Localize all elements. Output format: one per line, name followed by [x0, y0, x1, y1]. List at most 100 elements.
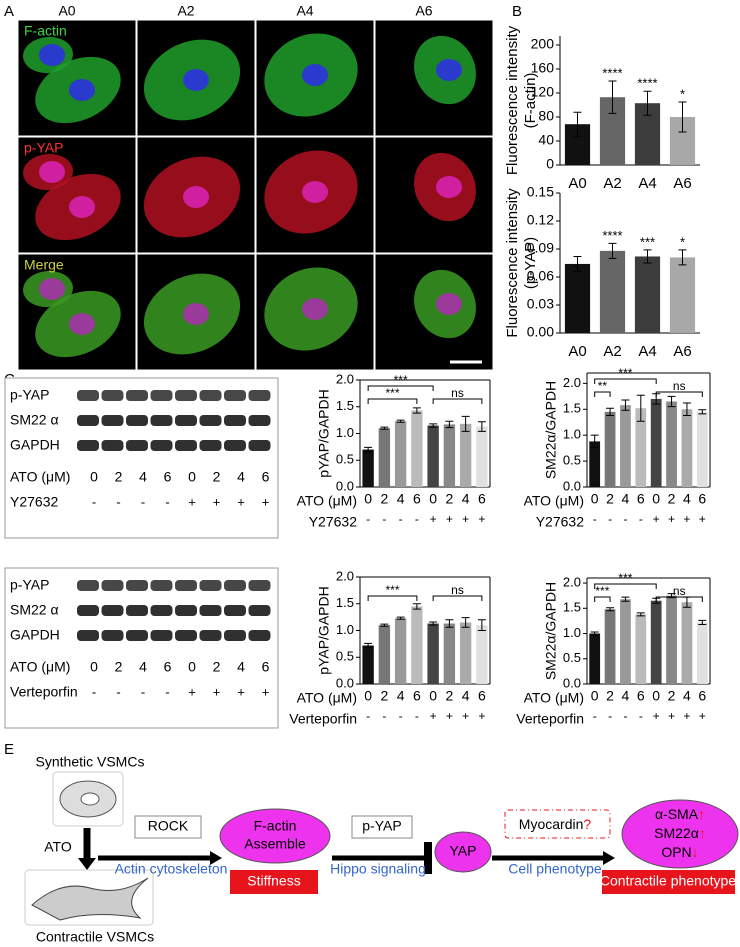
treatment-label: Y27632 — [309, 514, 357, 530]
sign: + — [462, 512, 469, 526]
y-tick-label: 0.15 — [527, 184, 554, 200]
y-tick-label: 0.0 — [336, 675, 354, 690]
treatment-label: Verteporfin — [289, 711, 357, 727]
blot-row-label: SM22 α — [10, 412, 59, 428]
y-axis-label: pYAP/GAPDH — [316, 389, 332, 477]
blot-band — [77, 440, 99, 451]
panel-label: E — [4, 741, 14, 758]
blot-frame — [4, 377, 279, 539]
node — [219, 808, 331, 864]
error-bar — [396, 616, 405, 620]
x-tick-label: 4 — [683, 491, 691, 507]
bracket — [432, 595, 483, 601]
x-tick-label: 0 — [429, 688, 437, 704]
error-bar — [380, 623, 389, 627]
y-axis-label: (F-actin) — [522, 73, 539, 129]
bar — [427, 623, 439, 684]
x-tick-label: 0 — [652, 491, 660, 507]
blot-band — [77, 415, 99, 426]
marker: OPN↓ — [661, 844, 698, 860]
dose: 0 — [188, 469, 196, 485]
blot-band — [224, 605, 246, 616]
x-tick-label: A4 — [638, 175, 656, 192]
sign: - — [623, 709, 627, 723]
x-axis-label: ATO (μM) — [297, 690, 357, 706]
y-tick-label: 1.5 — [563, 600, 581, 615]
sign: + — [213, 494, 221, 509]
error-bar — [412, 407, 421, 414]
marker: SM22α↑ — [654, 825, 706, 841]
error-bar — [412, 603, 421, 610]
sign: - — [92, 684, 96, 699]
x-tick-label: 4 — [622, 688, 630, 704]
y-axis-label: Fluorescence intensity — [504, 188, 521, 338]
y-tick-label: 0.0 — [563, 675, 581, 690]
bracket — [655, 596, 703, 602]
error-bar — [678, 101, 687, 133]
blot-band — [175, 440, 197, 451]
nucleus — [183, 69, 209, 91]
sign: - — [116, 494, 120, 509]
cell-drawing — [31, 877, 149, 921]
y-tick-label: 0.12 — [527, 212, 554, 228]
sign: + — [237, 684, 245, 699]
x-tick-label: 6 — [478, 491, 486, 507]
blot-band — [126, 390, 148, 401]
bar — [459, 423, 472, 487]
x-tick-label: 6 — [478, 688, 486, 704]
y-tick-label: 0.5 — [563, 650, 581, 665]
sign: - — [415, 512, 419, 526]
bracket — [655, 391, 703, 397]
diagram-text: Contractile phenotype — [600, 873, 736, 889]
diagram-text: Cell phenotype — [508, 861, 602, 877]
sign: - — [141, 494, 145, 509]
x-tick-label: 4 — [622, 491, 630, 507]
y-tick-label: 1.0 — [336, 425, 354, 440]
bar — [362, 645, 374, 684]
treatment-label: Y27632 — [536, 514, 584, 530]
bar — [599, 250, 626, 333]
x-tick-label: 6 — [698, 688, 706, 704]
sign: - — [608, 709, 612, 723]
sign: - — [593, 512, 597, 526]
blot-band — [199, 605, 222, 616]
y-tick-label: 1.5 — [336, 398, 354, 413]
blot-band — [199, 630, 222, 641]
x-tick-label: A2 — [603, 175, 621, 192]
bar — [443, 623, 456, 684]
bracket — [594, 391, 611, 397]
blot-band — [150, 580, 173, 591]
sign: - — [141, 684, 145, 699]
diagram-text: Assemble — [244, 836, 306, 852]
treatment-label: Y27632 — [10, 494, 58, 510]
error-bar — [667, 395, 676, 408]
arrowhead — [603, 851, 615, 865]
error-bar — [364, 446, 373, 453]
sign: - — [366, 512, 370, 526]
sign: - — [382, 512, 386, 526]
x-tick-label: 6 — [413, 688, 421, 704]
error-bar — [461, 415, 470, 432]
bar — [681, 602, 693, 684]
sign: + — [188, 494, 196, 509]
bar — [362, 449, 374, 487]
blot-row-label: p-YAP — [10, 577, 49, 593]
marker-name: OPN — [661, 844, 691, 860]
column-label: A4 — [296, 3, 313, 19]
blot-band — [224, 390, 246, 401]
significance: *** — [385, 583, 399, 597]
column-label: A6 — [415, 3, 432, 19]
y-tick-label: 0.03 — [527, 296, 554, 312]
dose: 6 — [262, 469, 270, 485]
x-tick-label: 4 — [397, 688, 405, 704]
blot-band — [126, 630, 148, 641]
blot-band — [248, 630, 271, 641]
y-axis-label: SM22α/GAPDH — [543, 381, 559, 479]
diagram-text: F-actin — [254, 818, 297, 834]
y-tick-label: 1.5 — [336, 595, 354, 610]
significance: *** — [394, 373, 408, 387]
label-box — [602, 870, 735, 894]
diagram-text: ROCK — [148, 818, 189, 834]
y-tick-label: 0.09 — [527, 240, 554, 256]
question-mark: ? — [583, 816, 591, 832]
